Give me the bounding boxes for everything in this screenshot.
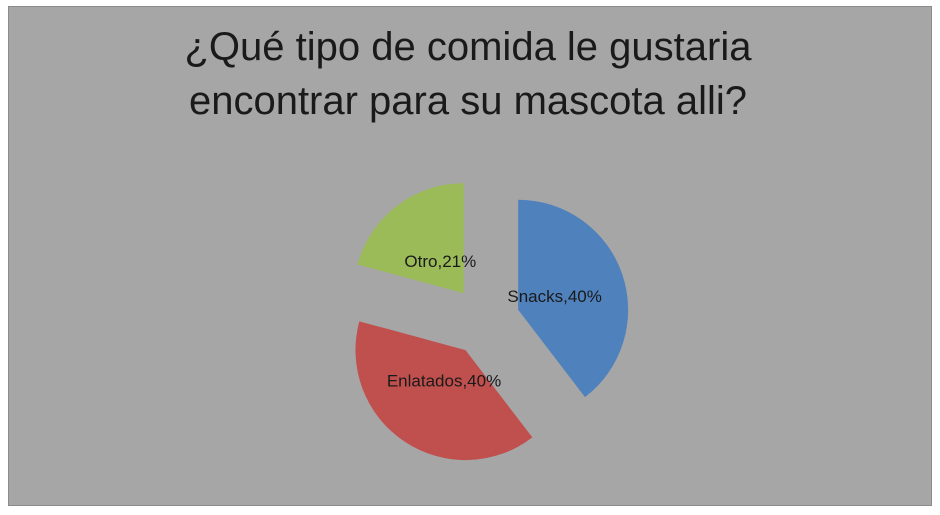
data-label: Enlatados,40% <box>387 372 501 391</box>
data-label: Otro,21% <box>404 252 476 271</box>
data-label: Snacks,40% <box>507 287 602 306</box>
pie-slice <box>518 199 629 398</box>
pie-slice <box>357 183 464 294</box>
chart-title: ¿Qué tipo de comida le gustaria encontra… <box>184 25 752 123</box>
pie-slice <box>355 321 533 461</box>
